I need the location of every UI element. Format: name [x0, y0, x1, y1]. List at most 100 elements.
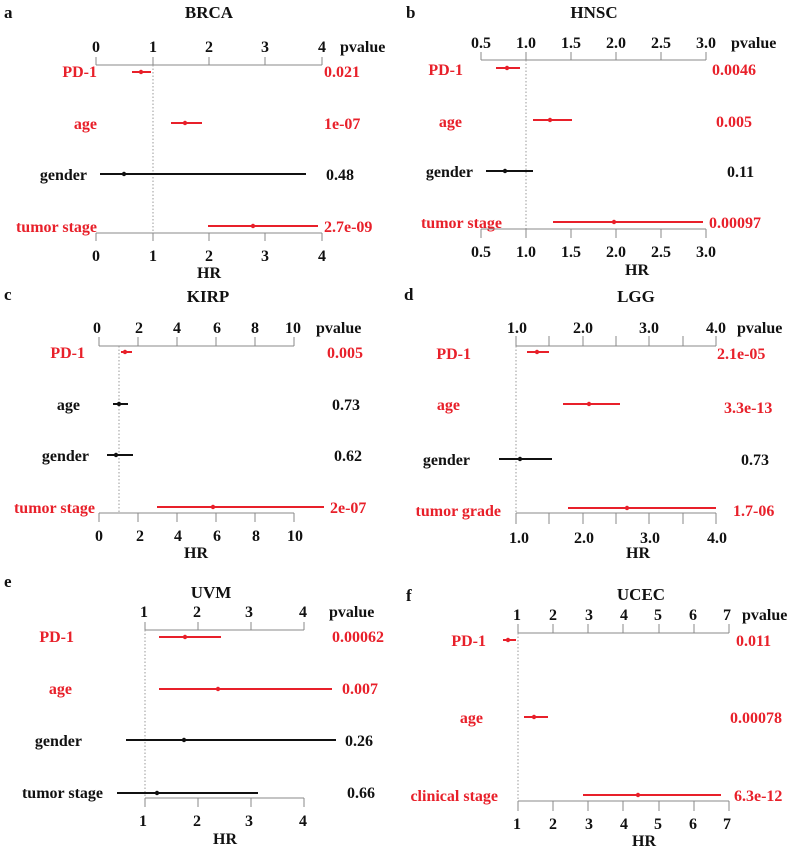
svg-text:0: 0: [93, 320, 101, 337]
svg-text:1.7-06: 1.7-06: [733, 503, 774, 520]
panel-d-lgg: d LGG 1.0 2.0 3.0 4.0 pvalue PD-1 2.1e-0…: [404, 285, 782, 562]
svg-text:2.0: 2.0: [574, 530, 594, 547]
panel-title: UCEC: [617, 585, 665, 604]
svg-text:8: 8: [251, 320, 259, 337]
top-axis-ticks: 1 2 3 4: [140, 604, 307, 621]
row-gender: gender 0.48: [40, 167, 354, 184]
svg-text:4: 4: [173, 320, 181, 337]
top-axis: [480, 52, 707, 61]
svg-text:1: 1: [149, 248, 157, 265]
svg-text:2.7e-09: 2.7e-09: [324, 219, 372, 236]
pvalue-header: pvalue: [742, 607, 787, 624]
svg-text:7: 7: [723, 607, 731, 624]
panel-title: LGG: [617, 287, 655, 306]
svg-text:age: age: [57, 397, 80, 414]
svg-text:1: 1: [140, 604, 148, 621]
svg-text:tumor stage: tumor stage: [421, 215, 502, 232]
panel-letter: b: [406, 3, 415, 22]
x-axis-label: HR: [626, 545, 650, 562]
svg-text:0.66: 0.66: [347, 785, 375, 802]
row-age: age 0.007: [49, 681, 378, 698]
svg-text:6: 6: [213, 320, 221, 337]
svg-text:0.005: 0.005: [716, 114, 752, 131]
svg-text:gender: gender: [35, 733, 82, 750]
row-tumor-stage: tumor stage 2.7e-09: [16, 219, 372, 236]
svg-text:3: 3: [245, 604, 253, 621]
row-gender: gender 0.11: [426, 164, 754, 181]
svg-text:tumor stage: tumor stage: [22, 785, 103, 802]
bottom-axis-ticks: 0 2 4 6 8 10: [95, 528, 303, 545]
bottom-axis: [515, 512, 717, 524]
panel-letter: d: [404, 285, 414, 304]
row-tumor-stage: tumor stage 0.00097: [421, 215, 761, 232]
svg-text:PD-1: PD-1: [50, 345, 85, 362]
svg-text:2.1e-05: 2.1e-05: [717, 346, 765, 363]
panel-f-ucec: f UCEC 1 2 3 4 5 6 7 pvalue PD-1 0.011 a…: [406, 585, 787, 850]
row-pd1: PD-1 0.005: [50, 345, 363, 362]
svg-text:1.0: 1.0: [516, 35, 536, 52]
svg-text:0.005: 0.005: [327, 345, 363, 362]
bottom-axis: [95, 232, 323, 241]
svg-text:gender: gender: [42, 448, 89, 465]
top-axis-ticks: 1.0 2.0 3.0 4.0: [507, 320, 726, 337]
svg-text:PD-1: PD-1: [62, 64, 97, 81]
svg-text:3: 3: [585, 607, 593, 624]
svg-text:1e-07: 1e-07: [324, 116, 360, 133]
top-axis-ticks: 0 1 2 3 4: [92, 39, 326, 56]
svg-text:0.5: 0.5: [471, 35, 491, 52]
svg-text:2: 2: [549, 607, 557, 624]
row-age: age 1e-07: [74, 116, 361, 133]
row-pd1: PD-1 0.0046: [428, 62, 756, 79]
svg-text:5: 5: [654, 816, 662, 833]
svg-text:4: 4: [318, 39, 326, 56]
svg-text:0.00097: 0.00097: [709, 215, 761, 232]
svg-text:2: 2: [135, 320, 143, 337]
svg-text:6.3e-12: 6.3e-12: [734, 788, 782, 805]
svg-text:0: 0: [95, 528, 103, 545]
svg-text:2: 2: [205, 248, 213, 265]
svg-text:3.0: 3.0: [639, 320, 659, 337]
row-age: age 0.73: [57, 397, 360, 414]
top-axis: [98, 337, 295, 347]
svg-text:2.5: 2.5: [651, 35, 671, 52]
panel-title: KIRP: [187, 287, 230, 306]
svg-text:3: 3: [261, 39, 269, 56]
row-age: age 0.005: [439, 114, 752, 131]
svg-text:1: 1: [513, 816, 521, 833]
svg-text:4: 4: [318, 248, 326, 265]
svg-text:age: age: [74, 116, 97, 133]
svg-text:1.5: 1.5: [561, 35, 581, 52]
svg-text:0.007: 0.007: [342, 681, 378, 698]
top-axis-ticks: 1 2 3 4 5 6 7: [513, 607, 731, 624]
row-gender: gender 0.26: [35, 733, 373, 750]
svg-text:2.5: 2.5: [651, 244, 671, 261]
top-axis: [517, 624, 730, 634]
svg-text:3: 3: [245, 813, 253, 830]
svg-text:1: 1: [149, 39, 157, 56]
row-pd1: PD-1 2.1e-05: [436, 346, 765, 363]
svg-text:gender: gender: [426, 164, 473, 181]
panel-a-brca: a BRCA 0 1 2 3 4 pvalue PD-1 0.021 age 1…: [4, 3, 385, 282]
svg-text:0.62: 0.62: [334, 448, 362, 465]
svg-text:1: 1: [139, 813, 147, 830]
svg-text:age: age: [439, 114, 462, 131]
svg-text:3.0: 3.0: [696, 35, 716, 52]
svg-text:4: 4: [620, 607, 628, 624]
svg-text:0.73: 0.73: [741, 452, 769, 469]
svg-text:0: 0: [92, 248, 100, 265]
top-axis: [144, 622, 305, 631]
svg-text:age: age: [437, 397, 460, 414]
row-pd1: PD-1 0.021: [62, 64, 360, 81]
svg-text:6: 6: [213, 528, 221, 545]
bottom-axis-ticks: 1.0 2.0 3.0 4.0: [509, 530, 727, 547]
svg-text:tumor stage: tumor stage: [16, 219, 97, 236]
svg-text:PD-1: PD-1: [436, 346, 471, 363]
svg-text:0.00078: 0.00078: [730, 710, 782, 727]
svg-text:2.0: 2.0: [573, 320, 593, 337]
x-axis-label: HR: [213, 831, 237, 848]
svg-text:1.0: 1.0: [507, 320, 527, 337]
panel-b-hnsc: b HNSC 0.5 1.0 1.5 2.0 2.5 3.0 pvalue PD…: [406, 3, 776, 279]
svg-text:2: 2: [193, 604, 201, 621]
bottom-axis: [517, 800, 730, 811]
